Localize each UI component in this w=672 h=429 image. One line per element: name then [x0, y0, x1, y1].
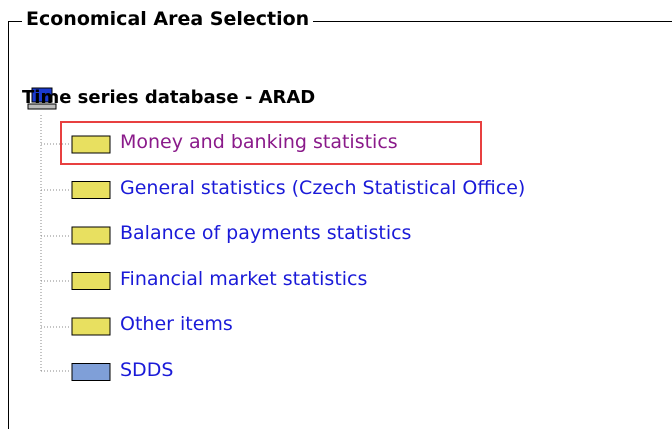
folder-icon — [71, 272, 111, 290]
tree-item[interactable]: Balance of payments statistics — [120, 222, 412, 244]
computer-icon — [27, 87, 57, 110]
fieldset-legend: Economical Area Selection — [22, 8, 314, 30]
folder-icon — [71, 181, 111, 199]
fieldset-border — [8, 21, 672, 429]
folder-icon — [71, 363, 111, 381]
folder-icon — [71, 135, 111, 154]
tree-item[interactable]: Other items — [120, 313, 233, 335]
folder-icon — [71, 317, 111, 336]
tree-root[interactable]: Time series database - ARAD — [22, 87, 316, 108]
tree-item[interactable]: General statistics (Czech Statistical Of… — [120, 176, 526, 199]
tree-item[interactable]: SDDS — [120, 358, 174, 381]
tree-item[interactable]: Money and banking statistics — [120, 131, 398, 153]
tree-item[interactable]: Financial market statistics — [120, 267, 368, 290]
highlight-box — [60, 121, 482, 165]
folder-icon — [71, 226, 111, 245]
